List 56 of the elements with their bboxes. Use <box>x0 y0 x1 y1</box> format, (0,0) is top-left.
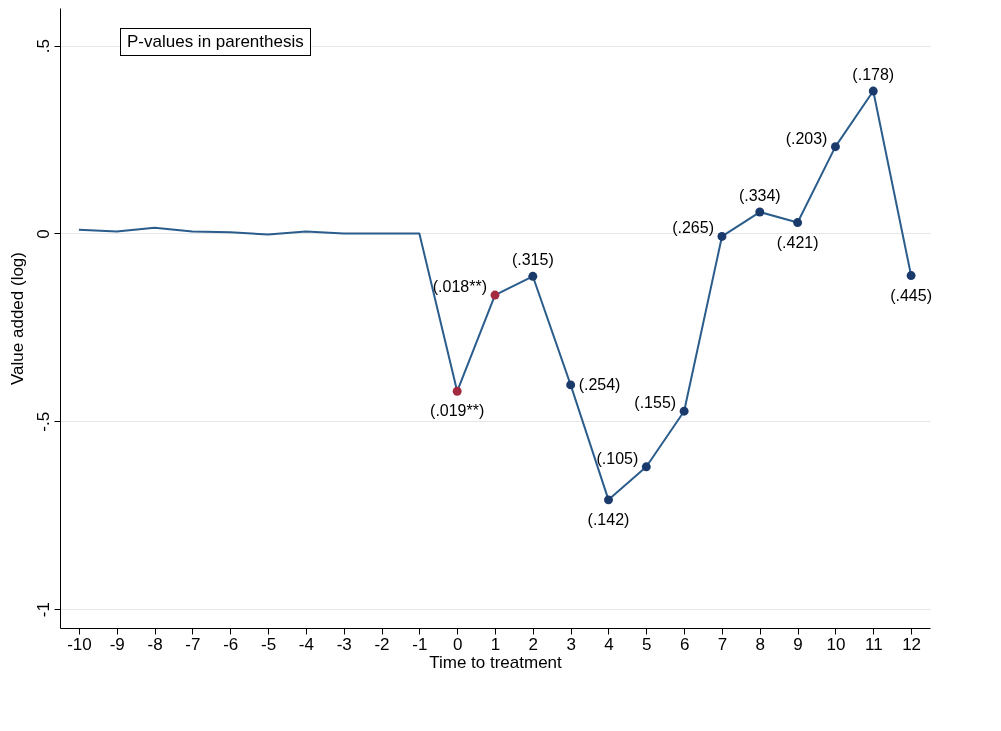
x-tick-label: 0 <box>452 634 463 654</box>
annotation: (.254) <box>578 375 621 393</box>
x-tick-label: 6 <box>679 634 690 654</box>
y-tick-label: -1 <box>33 602 53 618</box>
x-tick-label: -2 <box>374 634 390 654</box>
y-axis-title: Value added (log) <box>7 252 27 385</box>
x-tick-label: -8 <box>147 634 163 654</box>
annotation: (.019**) <box>430 402 485 420</box>
point <box>679 406 689 416</box>
x-tick-label: 3 <box>566 634 576 654</box>
annotation: (.265) <box>672 219 714 237</box>
x-tick-label: 9 <box>793 634 803 654</box>
annotation: (.421) <box>776 233 819 251</box>
x-tick-label: 2 <box>528 634 539 654</box>
point <box>793 218 803 228</box>
point <box>528 271 538 281</box>
point <box>452 386 462 396</box>
x-tick-label: 7 <box>717 634 728 654</box>
x-tick-label: 4 <box>604 634 614 654</box>
x-axis-title: Time to treatment <box>429 652 563 672</box>
x-tick-label: 11 <box>864 634 883 654</box>
annotation: (.203) <box>785 129 828 147</box>
point <box>755 207 765 217</box>
x-tick-label: -3 <box>336 634 352 654</box>
annotation: (.178) <box>852 66 895 84</box>
annotation: (.142) <box>587 510 630 528</box>
point <box>717 232 727 241</box>
annotation: (.315) <box>511 251 554 269</box>
x-tick-label: -9 <box>109 634 125 654</box>
x-tick-label: -5 <box>260 634 277 654</box>
point <box>830 142 840 152</box>
x-tick-label: 5 <box>642 634 652 654</box>
x-tick-label: 10 <box>826 634 846 654</box>
point <box>906 271 916 280</box>
x-tick-label: 12 <box>902 634 922 654</box>
x-tick-label: -10 <box>67 634 92 654</box>
annotation: (.334) <box>738 187 781 205</box>
x-tick-label: -6 <box>223 634 239 654</box>
x-tick-label: 8 <box>755 634 766 654</box>
point <box>490 290 500 300</box>
x-tick-label: -7 <box>185 634 201 654</box>
annotation: (.018**) <box>432 278 487 296</box>
y-tick-label: 0 <box>33 229 53 239</box>
annotation: P-values in parenthesis <box>120 28 311 56</box>
y-tick-label: -.5 <box>33 411 53 432</box>
x-tick-label: 1 <box>490 634 501 654</box>
point <box>868 86 878 96</box>
x-tick-label: -4 <box>298 634 314 654</box>
y-tick-label: .5 <box>33 38 53 54</box>
annotation: (.155) <box>634 394 677 412</box>
annotation: (.445) <box>890 286 932 304</box>
point <box>566 380 576 390</box>
x-tick-label: -1 <box>412 634 428 654</box>
point <box>641 462 651 472</box>
point <box>604 495 613 505</box>
annotation: (.105) <box>596 449 639 467</box>
